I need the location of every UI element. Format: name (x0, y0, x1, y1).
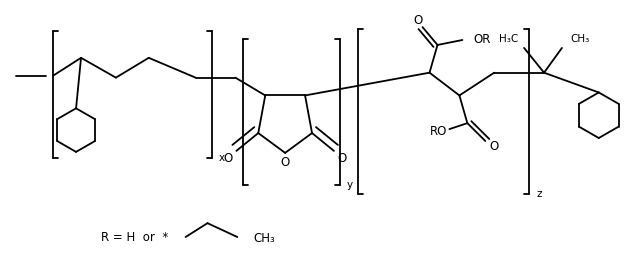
Text: CH₃: CH₃ (253, 232, 275, 246)
Text: R = H  or  *: R = H or * (101, 230, 168, 244)
Text: x: x (218, 153, 225, 163)
Text: O: O (224, 152, 233, 165)
Text: y: y (347, 180, 353, 189)
Text: z: z (536, 189, 542, 199)
Text: O: O (280, 156, 290, 169)
Text: CH₃: CH₃ (570, 34, 589, 44)
Text: O: O (413, 14, 422, 27)
Text: OR: OR (474, 33, 491, 45)
Text: O: O (490, 140, 499, 153)
Text: RO: RO (430, 125, 447, 138)
Text: H₃C: H₃C (499, 34, 518, 44)
Text: O: O (337, 152, 346, 165)
